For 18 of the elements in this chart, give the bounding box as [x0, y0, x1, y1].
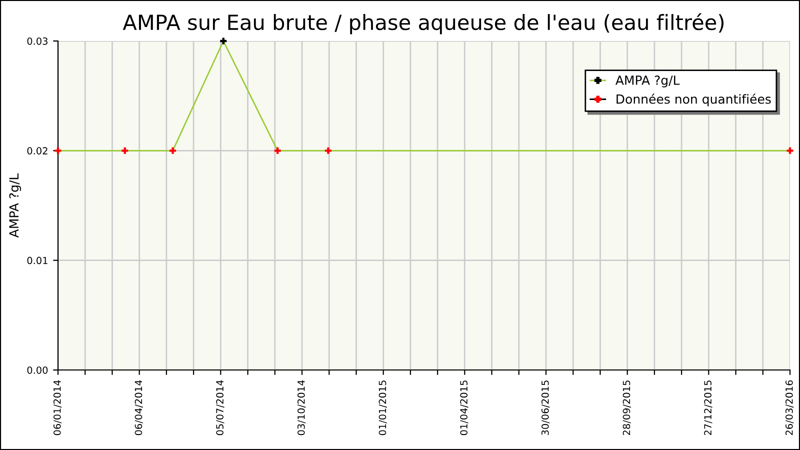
x-tick-label: 01/01/2015: [378, 380, 387, 436]
x-tick-label: 06/01/2014: [53, 380, 62, 436]
x-tick-label: 30/06/2015: [541, 380, 550, 436]
y-tick-label: 0.03: [27, 37, 48, 45]
x-tick-label: 03/10/2014: [297, 380, 306, 436]
y-axis-title: AMPA ?g/L: [9, 173, 22, 238]
x-tick-label: 06/04/2014: [134, 380, 143, 436]
legend-label: AMPA ?g/L: [616, 76, 680, 88]
y-tick-label: 0.02: [27, 147, 48, 154]
legend-label: Données non quantifiées: [616, 94, 771, 106]
x-tick-label: 05/07/2014: [216, 380, 224, 436]
y-tick-label: 0.00: [27, 366, 48, 374]
x-tick-label: 26/03/2016: [785, 380, 794, 436]
chart-title: AMPA sur Eau brute / phase aqueuse de l'eau (eau filtrée): [122, 13, 724, 34]
x-tick-label: 27/12/2015: [704, 380, 712, 436]
x-tick-label: 28/09/2015: [622, 380, 631, 436]
y-tick-label: 0.01: [27, 256, 48, 264]
x-tick-label: 01/04/2015: [460, 380, 468, 436]
